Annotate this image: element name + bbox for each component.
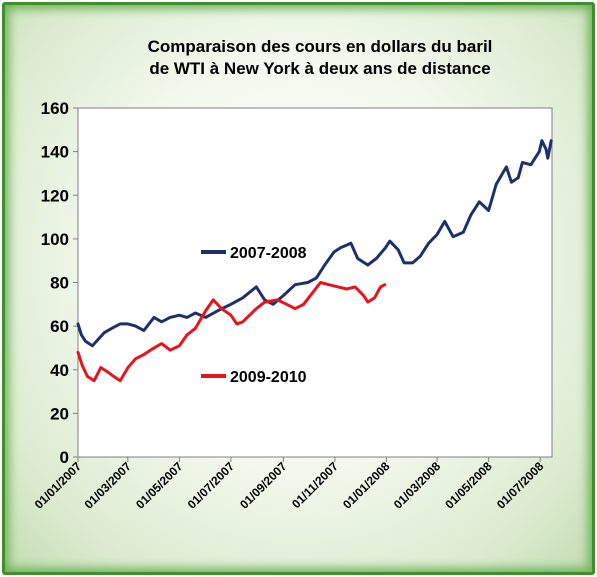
legend: 2007-2008 2009-2010 (201, 245, 307, 386)
x-tick-label: 01/07/2008 (494, 459, 547, 512)
x-tick-label: 01/03/2007 (82, 459, 135, 512)
x-tick-label: 01/03/2008 (391, 459, 444, 512)
y-tick-label: 80 (50, 274, 69, 293)
y-tick-label: 0 (60, 448, 69, 467)
series-layer (76, 139, 553, 383)
chart-title-line-2: de WTI à New York à deux ans de distance (149, 59, 490, 78)
x-tick-label: 01/05/2007 (133, 459, 186, 512)
x-tick-label: 01/01/2008 (340, 459, 393, 512)
plot-area (77, 107, 553, 458)
series-line-2009-2010 (76, 281, 387, 383)
x-tick-label: 01/05/2008 (442, 459, 495, 512)
x-tick-label: 01/11/2007 (289, 459, 341, 511)
y-tick-label: 140 (41, 143, 69, 162)
y-tick-label: 60 (50, 317, 69, 336)
x-tick-label: 01/01/2007 (32, 459, 85, 512)
y-tick-label: 40 (50, 361, 69, 380)
series-line-2007-2008 (76, 139, 553, 348)
y-tick-label: 160 (41, 99, 69, 118)
y-tick-label: 20 (50, 404, 69, 423)
x-tick-label: 01/09/2007 (237, 459, 290, 512)
y-tick-label: 120 (41, 186, 69, 205)
chart-title-line-1: Comparaison des cours en dollars du bari… (148, 37, 493, 56)
x-tick-label: 01/07/2007 (185, 459, 238, 512)
legend-label-2009-2010: 2009-2010 (230, 369, 307, 386)
legend-label-2007-2008: 2007-2008 (230, 245, 307, 262)
y-tick-label: 100 (41, 230, 69, 249)
